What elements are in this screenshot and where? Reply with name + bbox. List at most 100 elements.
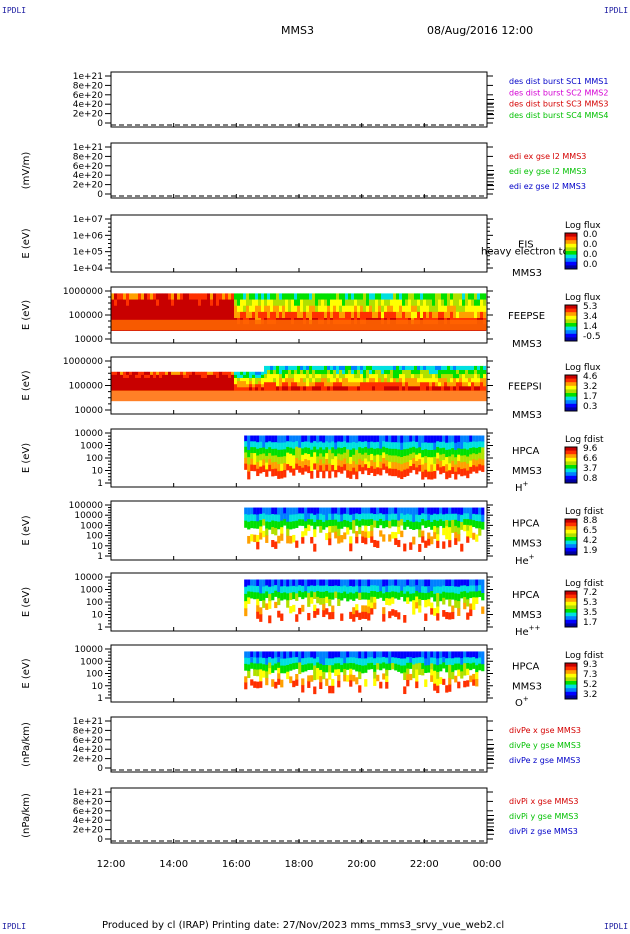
heatmap-cell — [430, 579, 434, 586]
heatmap-cell — [388, 579, 392, 587]
heatmap-cell — [288, 365, 292, 371]
heatmap-cell — [186, 299, 190, 307]
heatmap-cell — [448, 612, 452, 620]
heatmap-cell — [237, 374, 241, 379]
heatmap-cell — [394, 585, 398, 593]
heatmap-cell — [162, 299, 166, 307]
heatmap-cell — [138, 384, 142, 388]
heatmap-cell — [355, 513, 359, 520]
heatmap-cell — [201, 311, 205, 319]
heatmap-cell — [282, 369, 286, 375]
heatmap-cell — [367, 467, 371, 476]
heatmap-cell — [427, 513, 431, 521]
heatmap-cell — [322, 435, 326, 444]
heatmap-cell — [264, 386, 268, 391]
heatmap-cell — [295, 458, 299, 465]
heatmap-cell — [222, 293, 226, 301]
heatmap-cell — [328, 651, 332, 659]
heatmap-cell — [454, 600, 458, 608]
heatmap-cell — [117, 293, 121, 301]
heatmap-cell — [330, 374, 334, 379]
heatmap-cell — [378, 305, 382, 313]
heatmap-cell — [331, 447, 335, 454]
heatmap-cell — [123, 384, 127, 388]
heatmap-cell — [361, 665, 365, 674]
heatmap-cell — [144, 381, 148, 385]
heatmap-cell — [288, 378, 292, 383]
heatmap-cell — [360, 293, 364, 301]
heatmap-cell — [177, 381, 181, 385]
heatmap-cell — [442, 591, 446, 599]
heatmap-cell — [219, 381, 223, 385]
heatmap-cell — [315, 369, 319, 375]
heatmap-cell — [481, 441, 485, 449]
heatmap-cell — [222, 384, 226, 388]
heatmap-cell — [358, 527, 362, 535]
heatmap-cell — [283, 435, 287, 443]
heatmap-cell — [349, 449, 353, 458]
heatmap-cell — [265, 651, 269, 659]
legend-entry: des dist burst SC2 MMS2 — [509, 88, 608, 97]
heatmap-cell — [469, 657, 473, 665]
heatmap-cell — [249, 381, 253, 385]
heatmap-cell — [379, 455, 383, 463]
heatmap-cell — [406, 579, 410, 587]
heatmap-cell — [463, 448, 467, 456]
heatmap-cell — [261, 293, 265, 301]
legend-entry: des dist burst SC1 MMS1 — [509, 77, 608, 86]
heatmap-cell — [399, 374, 403, 379]
heatmap-cell — [150, 299, 154, 307]
heatmap-cell — [234, 293, 238, 301]
heatmap-cell — [366, 386, 370, 391]
heatmap-cell — [250, 441, 254, 448]
heatmap-cell — [324, 382, 328, 387]
heatmap-cell — [325, 507, 329, 515]
heatmap-cell — [388, 455, 392, 463]
heatmap-cell — [309, 311, 313, 319]
y-axis-label: (mV/m) — [21, 152, 32, 190]
heatmap-cell — [450, 386, 454, 391]
heatmap-cell — [432, 378, 436, 383]
heatmap-cell — [414, 382, 418, 387]
heatmap-cell — [322, 463, 326, 472]
heatmap-cell — [300, 374, 304, 379]
heatmap-cell — [277, 435, 281, 444]
heatmap-cell — [318, 374, 322, 379]
heatmap-cell — [313, 604, 317, 612]
heatmap-cell — [177, 305, 181, 313]
heatmap-cell — [405, 365, 409, 371]
heatmap-cell — [393, 293, 397, 301]
heatmap-cell — [327, 365, 331, 371]
heatmap-cell — [378, 382, 382, 387]
y-tick-label: 6e+20 — [73, 736, 104, 746]
heatmap-cell — [450, 311, 454, 319]
heatmap-cell — [427, 464, 431, 473]
heatmap-cell — [298, 662, 302, 669]
heatmap-cell — [295, 435, 299, 442]
heatmap-cell — [355, 651, 359, 659]
heatmap-cell — [271, 442, 275, 450]
heatmap-cell — [448, 540, 452, 548]
heatmap-cell — [262, 459, 266, 467]
heatmap-cell — [244, 608, 248, 617]
heatmap-cell — [466, 442, 470, 451]
heatmap-cell — [475, 672, 479, 680]
heatmap-cell — [204, 381, 208, 385]
heatmap-cell — [150, 377, 154, 382]
colorbar-swatch — [565, 681, 577, 686]
heatmap-cell — [406, 662, 410, 670]
heatmap-cell — [120, 371, 124, 376]
heatmap-cell — [120, 377, 124, 382]
heatmap-cell — [468, 382, 472, 387]
heatmap-cell — [204, 305, 208, 313]
heatmap-cell — [342, 299, 346, 307]
heatmap-cell — [162, 293, 166, 301]
heatmap-cell — [337, 585, 341, 594]
heatmap-cell — [355, 519, 359, 526]
heatmap-cell — [328, 449, 332, 458]
heatmap-cell — [162, 305, 166, 313]
heatmap-cell — [360, 374, 364, 379]
heatmap-cell — [315, 293, 319, 301]
heatmap-cell — [291, 386, 295, 391]
colorbar-swatch — [565, 475, 577, 480]
